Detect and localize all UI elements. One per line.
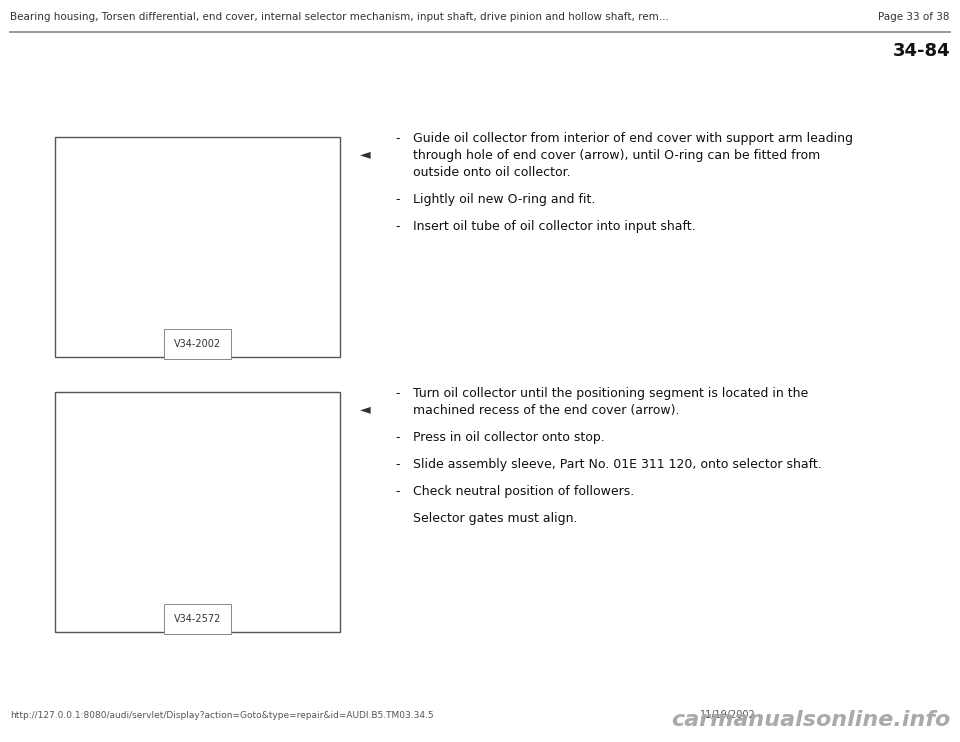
Text: Press in oil collector onto stop.: Press in oil collector onto stop. — [413, 431, 605, 444]
Text: outside onto oil collector.: outside onto oil collector. — [413, 166, 570, 179]
Text: Slide assembly sleeve, Part No. 01E 311 120, onto selector shaft.: Slide assembly sleeve, Part No. 01E 311 … — [413, 458, 822, 471]
Text: through hole of end cover (arrow), until O-ring can be fitted from: through hole of end cover (arrow), until… — [413, 149, 820, 162]
Text: Insert oil tube of oil collector into input shaft.: Insert oil tube of oil collector into in… — [413, 220, 696, 233]
Text: -: - — [395, 387, 399, 400]
Text: V34-2002: V34-2002 — [174, 339, 221, 349]
Text: ◄: ◄ — [360, 402, 371, 416]
Text: 34-84: 34-84 — [893, 42, 950, 60]
Text: Lightly oil new O-ring and fit.: Lightly oil new O-ring and fit. — [413, 193, 595, 206]
Text: Guide oil collector from interior of end cover with support arm leading: Guide oil collector from interior of end… — [413, 132, 853, 145]
Text: ◄: ◄ — [360, 147, 371, 161]
Text: -: - — [395, 220, 399, 233]
Text: Check neutral position of followers.: Check neutral position of followers. — [413, 485, 635, 498]
Text: -: - — [395, 431, 399, 444]
Bar — [55, 392, 340, 632]
Text: machined recess of the end cover (arrow).: machined recess of the end cover (arrow)… — [413, 404, 680, 417]
Text: http://127.0.0.1:8080/audi/servlet/Display?action=Goto&type=repair&id=AUDI.B5.TM: http://127.0.0.1:8080/audi/servlet/Displ… — [10, 711, 434, 720]
Bar — [55, 137, 340, 357]
Text: Page 33 of 38: Page 33 of 38 — [878, 12, 950, 22]
Text: -: - — [395, 485, 399, 498]
Text: -: - — [395, 193, 399, 206]
Text: V34-2572: V34-2572 — [174, 614, 221, 624]
Text: 11/19/2002: 11/19/2002 — [700, 710, 756, 720]
Text: Selector gates must align.: Selector gates must align. — [413, 512, 578, 525]
Text: Bearing housing, Torsen differential, end cover, internal selector mechanism, in: Bearing housing, Torsen differential, en… — [10, 12, 669, 22]
Text: -: - — [395, 458, 399, 471]
Text: Turn oil collector until the positioning segment is located in the: Turn oil collector until the positioning… — [413, 387, 808, 400]
Text: -: - — [395, 132, 399, 145]
Text: carmanualsonline.info: carmanualsonline.info — [671, 710, 950, 730]
